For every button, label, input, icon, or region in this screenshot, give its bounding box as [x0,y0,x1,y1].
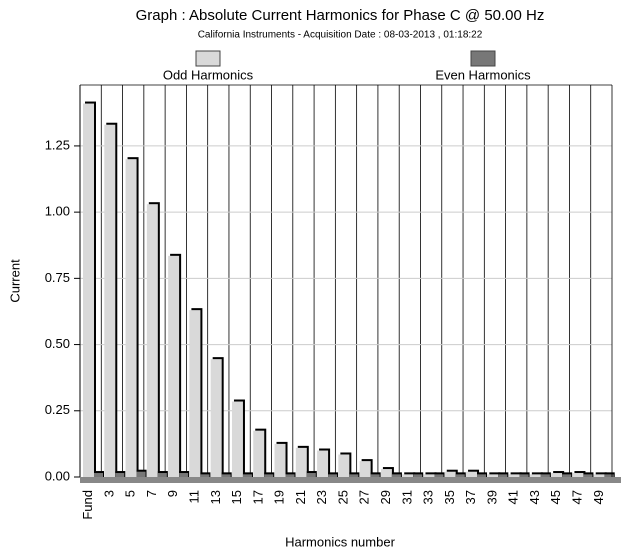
bar [264,474,274,477]
y-tick-label: 0.50 [45,336,70,351]
bar [487,474,499,477]
bar [306,473,316,477]
x-tick-label: 25 [335,490,350,504]
y-tick-label: 0.00 [45,468,70,483]
y-axis-label: Current [7,259,22,303]
bar [221,474,231,477]
bar [338,454,350,477]
bar [540,474,550,477]
bar [104,124,116,477]
bar [391,474,401,477]
x-tick-label: 3 [101,490,116,497]
bar [115,473,125,477]
x-tick-label: 19 [272,490,287,504]
x-tick-label: 13 [208,490,223,504]
bar [498,474,508,477]
x-tick-label: 41 [506,490,521,504]
bar [242,474,252,477]
axis-floor [80,477,621,483]
bar [562,474,572,477]
x-tick-label: 45 [548,490,563,504]
x-tick-label: 47 [570,490,585,504]
bar [466,471,478,477]
x-tick-label: 31 [399,490,414,504]
x-tick-label: 37 [463,490,478,504]
bar [593,474,605,477]
bar [519,474,529,477]
bar [551,473,563,477]
chart-title: Graph : Absolute Current Harmonics for P… [136,7,545,24]
bar [444,471,456,477]
bar [380,469,392,477]
bar [253,430,265,477]
bar [328,474,338,477]
x-axis-label: Harmonics number [285,534,395,549]
bar [317,450,329,477]
x-tick-label: 15 [229,490,244,504]
bar [349,474,359,477]
bar [83,103,94,478]
x-tick-label: 9 [165,490,180,497]
x-tick-label: 11 [186,490,201,504]
bar [189,310,201,477]
bar [231,401,243,477]
x-tick-label: 5 [123,490,138,497]
bar [94,473,103,477]
chart-subtitle: California Instruments - Acquisition Dat… [198,30,483,41]
bar [434,474,444,477]
bar [359,461,371,477]
x-tick-label: Fund [80,490,95,520]
bar [157,473,167,477]
bar [477,474,487,477]
bar [146,204,158,477]
x-tick-label: 23 [314,490,329,504]
x-tick-label: 39 [484,490,499,504]
y-tick-label: 0.25 [45,402,70,417]
bar [125,159,137,477]
bar [455,474,465,477]
y-tick-label: 0.75 [45,270,70,285]
x-tick-label: 17 [250,490,265,504]
bar [583,474,593,477]
bar [200,474,210,477]
bar [179,473,189,477]
x-tick-label: 7 [144,490,159,497]
x-tick-label: 49 [591,490,606,504]
bar [572,473,584,477]
bar [402,474,414,477]
legend-swatch [195,50,221,67]
x-tick-label: 29 [378,490,393,504]
legend-label: Odd Harmonics [163,67,254,82]
bar [136,471,146,477]
bar [508,474,520,477]
x-tick-label: 21 [293,490,308,504]
bar [529,474,541,477]
x-tick-label: 27 [357,490,372,504]
bar [423,474,435,477]
bar [370,474,380,477]
y-tick-label: 1.00 [45,204,70,219]
legend-swatch [470,50,496,67]
bar [604,474,614,477]
x-tick-label: 35 [442,490,457,504]
bar [285,474,295,477]
bar [413,474,423,477]
x-tick-label: 33 [421,490,436,504]
x-tick-label: 43 [527,490,542,504]
legend-label: Even Harmonics [435,67,531,82]
bar [210,359,222,477]
bar [295,447,307,477]
y-tick-label: 1.25 [45,137,70,152]
bar [168,255,180,477]
bar [274,443,286,477]
